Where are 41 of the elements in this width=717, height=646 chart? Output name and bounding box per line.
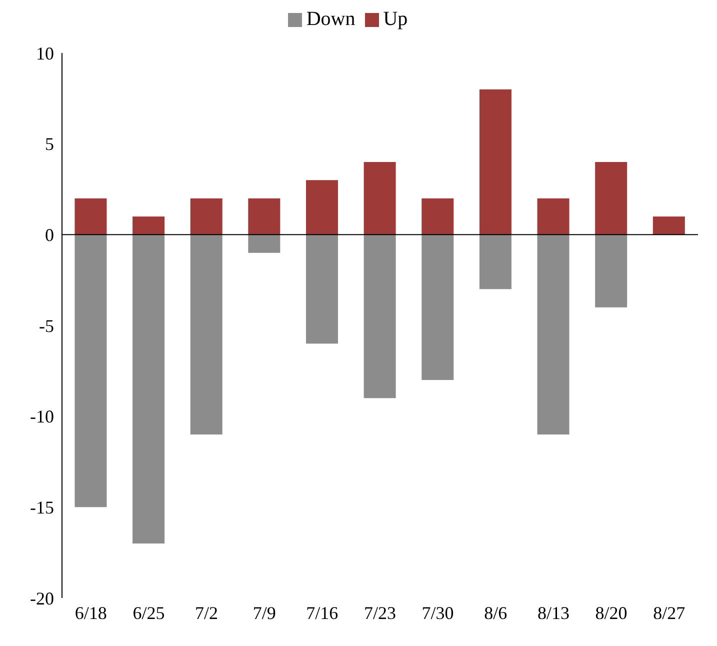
bar <box>537 198 570 235</box>
y-tick-label: 0 <box>45 225 54 246</box>
x-tick-label: 6/25 <box>132 602 165 623</box>
bar <box>132 216 165 235</box>
bar <box>190 198 222 235</box>
bar <box>537 234 570 434</box>
bar <box>422 234 454 380</box>
x-tick-label: 7/23 <box>364 602 396 623</box>
x-tick-label: 8/20 <box>595 602 628 623</box>
bar <box>248 234 280 253</box>
y-tick-label: 10 <box>36 43 54 64</box>
bar <box>190 234 222 434</box>
bar <box>306 234 338 344</box>
legend-label: Down <box>306 8 356 30</box>
bar <box>306 180 338 235</box>
x-tick-label: 8/27 <box>653 602 686 623</box>
x-tick-label: 6/18 <box>74 602 107 623</box>
x-tick-label: 7/30 <box>422 602 454 623</box>
x-tick-label: 8/13 <box>537 602 570 623</box>
y-tick-label: -5 <box>39 316 54 336</box>
bar <box>595 162 628 235</box>
y-tick-label: -20 <box>30 588 54 608</box>
bar <box>479 89 512 235</box>
x-tick-label: 8/6 <box>484 602 508 623</box>
y-tick-label: -10 <box>30 406 54 427</box>
bar <box>364 234 396 398</box>
x-tick-label: 7/16 <box>306 602 338 623</box>
x-tick-label: 7/9 <box>252 602 276 623</box>
bar <box>74 234 107 508</box>
legend-label: Up <box>383 8 408 30</box>
bar <box>652 216 685 235</box>
bar <box>74 198 107 235</box>
x-tick-label: 7/2 <box>195 602 218 623</box>
bar <box>364 162 396 235</box>
y-tick-label: 5 <box>45 134 54 154</box>
bar <box>422 198 454 235</box>
bar <box>248 198 280 235</box>
y-tick-label: -15 <box>30 498 54 518</box>
bar <box>595 234 628 308</box>
bar <box>479 234 512 290</box>
bar <box>132 234 165 544</box>
